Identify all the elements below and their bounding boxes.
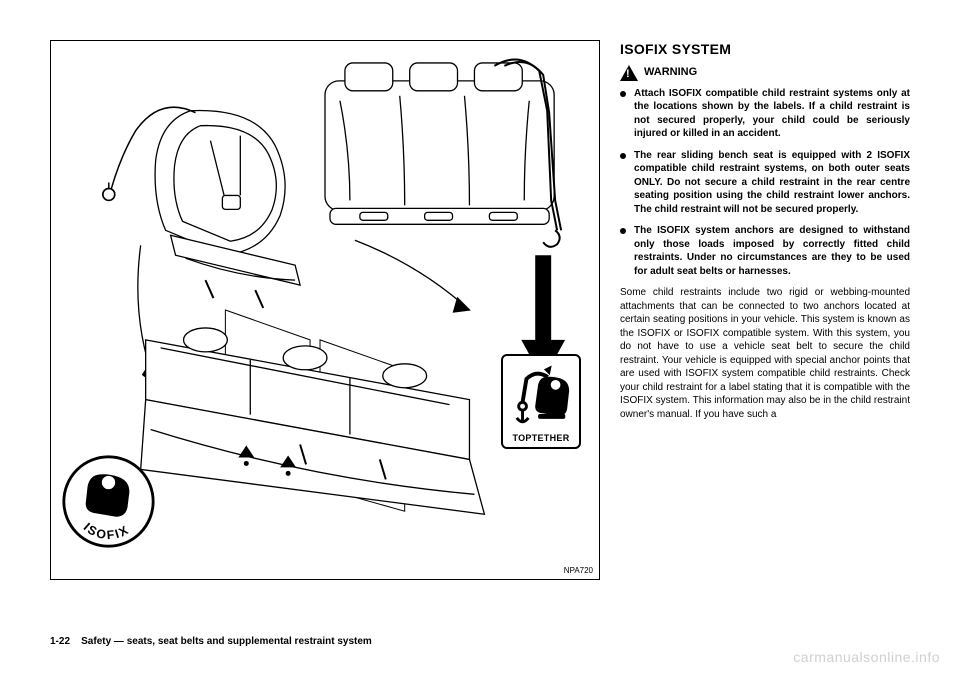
- figure-id: NPA720: [564, 566, 593, 575]
- warning-text: The ISOFIX system anchors are designed t…: [634, 224, 910, 278]
- warning-item: The rear sliding bench seat is equipped …: [620, 149, 910, 217]
- bullet-icon: [620, 228, 626, 234]
- warning-triangle-icon: [620, 65, 638, 81]
- warning-header: WARNING: [620, 65, 910, 81]
- toptether-label: TOPTETHER: [512, 433, 569, 443]
- body-paragraph: Some child restraints include two rigid …: [620, 286, 910, 421]
- isofix-badge: ISOFIX: [61, 454, 156, 549]
- watermark: carmanualsonline.info: [793, 649, 940, 665]
- chapter-title: Safety — seats, seat belts and supplemen…: [81, 636, 372, 647]
- warning-list: Attach ISOFIX compatible child restraint…: [620, 87, 910, 279]
- figure-column: ISOFIX: [50, 40, 600, 580]
- toptether-badge: TOPTETHER: [501, 354, 581, 449]
- bullet-icon: [620, 153, 626, 159]
- toptether-icon: [507, 362, 575, 433]
- warning-text: The rear sliding bench seat is equipped …: [634, 149, 910, 217]
- warning-text: Attach ISOFIX compatible child restraint…: [634, 87, 910, 141]
- warning-item: The ISOFIX system anchors are designed t…: [620, 224, 910, 278]
- diagram-frame: ISOFIX: [50, 40, 600, 580]
- text-column: ISOFIX SYSTEM WARNING Attach ISOFIX comp…: [620, 40, 910, 580]
- warning-label: WARNING: [644, 65, 697, 80]
- page-number: 1-22: [50, 636, 70, 647]
- warning-item: Attach ISOFIX compatible child restraint…: [620, 87, 910, 141]
- bullet-icon: [620, 91, 626, 97]
- page-footer: 1-22 Safety — seats, seat belts and supp…: [50, 636, 372, 647]
- section-title: ISOFIX SYSTEM: [620, 40, 910, 59]
